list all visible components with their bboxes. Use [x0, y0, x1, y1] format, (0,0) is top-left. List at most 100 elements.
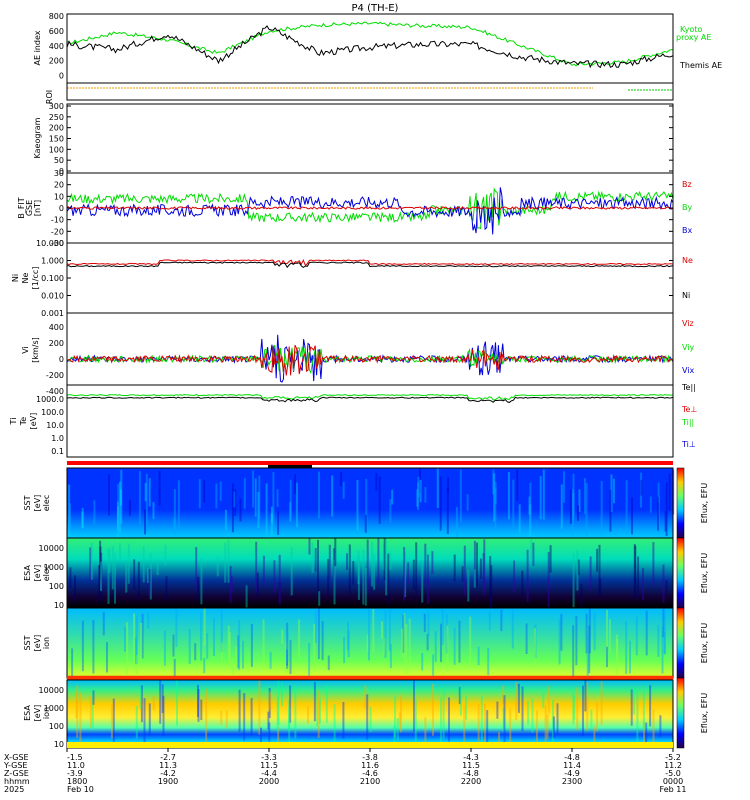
- esa-ion-spectrogram-streak: [366, 694, 369, 740]
- sst-elec-spectrogram-streak: [243, 478, 246, 509]
- esa-ion-spectrogram-streak: [586, 682, 589, 731]
- sst-ion-spectrogram-streak: [242, 640, 244, 669]
- sst-elec-spectrogram-streak: [625, 480, 628, 536]
- sst-elec-spectrogram-streak: [144, 483, 147, 502]
- esa-elec-spectrogram-streak: [290, 546, 293, 596]
- esa-elec-spectrogram-streak: [526, 549, 529, 602]
- esa-elec-spectrogram-streak: [89, 547, 92, 581]
- esa-ion-spectrogram-streak: [432, 683, 434, 736]
- time-axis-y: 11.4: [563, 761, 581, 770]
- esa-elec-spectrogram-streak: [598, 544, 601, 595]
- sst-elec-spectrogram-streak: [528, 496, 531, 515]
- esa-elec-spectrogram-streak: [473, 540, 476, 583]
- sst-ion-spectrogram-streak: [81, 620, 84, 672]
- bfield-tick: 0: [59, 204, 64, 213]
- bfield-tick: -20: [51, 227, 64, 236]
- esa_i-ylabel-2: [eV]: [33, 705, 42, 722]
- sst-elec-spectrogram-streak: [416, 489, 419, 507]
- time-axis-x: -1.5: [67, 753, 83, 762]
- esa-ion-spectrogram-streak: [316, 690, 319, 727]
- sst-elec-spectrogram-streak: [375, 473, 378, 491]
- esa-ion-spectrogram-streak: [503, 695, 506, 744]
- time-axis-z: -4.4: [261, 769, 277, 778]
- esa-elec-spectrogram-streak: [69, 567, 72, 589]
- time-axis-y: 11.5: [462, 761, 480, 770]
- esa-elec-spectrogram-streak: [197, 576, 200, 602]
- esa-elec-spectrogram-streak: [377, 538, 380, 584]
- esa-elec-spectrogram-streak: [383, 538, 386, 581]
- esa-ion-spectrogram-streak: [521, 686, 524, 732]
- esa-elec-spectrogram-streak: [111, 546, 114, 590]
- sst-ion-spectrogram-streak: [585, 613, 588, 654]
- sst-elec-spectrogram-streak: [664, 511, 667, 532]
- esa-ion-spectrogram-streak: [79, 692, 82, 745]
- sst-ion-spectrogram-streak: [289, 639, 292, 675]
- sst-ion-spectrogram-streak: [281, 629, 284, 644]
- time-axis-z: -3.9: [67, 769, 83, 778]
- time-axis-x: -4.3: [463, 753, 479, 762]
- esa-ion-spectrogram-streak: [547, 686, 550, 714]
- esa-ion-spectrogram-streak: [642, 691, 645, 731]
- sst-elec-spectrogram-streak: [417, 476, 420, 497]
- density-tick: 1.000: [41, 257, 64, 266]
- sst-elec-spectrogram-streak: [378, 476, 381, 524]
- esa-elec-spectrogram-streak: [547, 552, 550, 608]
- sst-ion-spectrogram-streak: [126, 622, 129, 676]
- sst-elec-spectrogram-streak: [609, 489, 612, 532]
- sst-elec-spectrogram-streak: [356, 480, 359, 531]
- time-row-label: Z-GSE: [4, 769, 29, 778]
- esa-elec-spectrogram-streak: [385, 539, 388, 596]
- esa-elec-spectrogram-streak: [371, 541, 374, 587]
- esa-ion-spectrogram-streak: [76, 685, 79, 739]
- sst-ion-spectrogram-streak: [384, 610, 387, 658]
- sst-elec-spectrogram-streak: [144, 509, 146, 535]
- sst-elec-spectrogram-streak: [507, 471, 510, 520]
- sst-ion-spectrogram-streak: [343, 636, 346, 664]
- time-row-label: hhmm: [4, 777, 30, 786]
- sst-elec-spectrogram-streak: [610, 474, 613, 513]
- sst-elec-spectrogram-streak: [542, 469, 545, 520]
- temperature-legend: Ti⊥: [681, 440, 696, 449]
- esa-ion-spectrogram-streak: [319, 697, 321, 724]
- esa-elec-spectrogram-streak: [532, 542, 535, 566]
- esa-ion-spectrogram-streak: [325, 684, 328, 723]
- sst-elec-spectrogram-streak: [68, 484, 71, 538]
- sst-elec-spectrogram-streak: [466, 494, 469, 511]
- sst-ion-spectrogram-streak: [487, 647, 490, 675]
- sst-elec-spectrogram-streak: [518, 504, 521, 533]
- esa-elec-spectrogram-streak: [165, 576, 168, 602]
- time-axis-y: 11.0: [67, 761, 85, 770]
- viz-line: [66, 344, 674, 376]
- esa-ion-spectrogram-streak: [502, 708, 505, 733]
- sst-ion-spectrogram-streak: [458, 620, 461, 663]
- esa-ion-spectrogram-streak: [596, 702, 599, 732]
- sst-ion-spectrogram-streak: [593, 612, 596, 651]
- sst-elec-spectrogram-streak: [612, 478, 615, 504]
- esa-ion-spectrogram-streak: [197, 689, 200, 722]
- bfield-tick: 30: [54, 169, 64, 178]
- sst-ion-spectrogram-streak: [231, 658, 234, 676]
- esa_e-ylabel-1: ESA: [23, 565, 32, 581]
- density-ylabel-2: Ne: [21, 272, 30, 283]
- esa-elec-spectrogram-streak: [572, 553, 575, 608]
- sst-elec-spectrogram-streak: [148, 478, 151, 507]
- esa-ion-spectrogram-streak: [576, 687, 579, 730]
- sst-elec-spectrogram-streak: [116, 501, 119, 538]
- esa-ion-spectrogram-streak: [159, 680, 162, 724]
- esa-elec-spectrogram-streak: [334, 538, 337, 567]
- esa-elec-spectrogram-streak: [74, 575, 76, 602]
- esa-ion-spectrogram-streak: [509, 707, 512, 743]
- esa-elec-spectrogram-streak: [665, 580, 668, 596]
- esa-elec-spectrogram-streak: [479, 558, 482, 579]
- sst-ion-spectrogram-streak: [106, 642, 108, 673]
- esa-ion-bottom-band: [67, 742, 673, 748]
- esa-elec-spectrogram-streak: [256, 572, 259, 598]
- colorbar-label: Eflux, EFU: [700, 693, 709, 734]
- sst-elec-spectrogram-streak: [234, 488, 237, 516]
- time-axis-x: -4.8: [564, 753, 580, 762]
- esa-elec-spectrogram-streak: [389, 551, 392, 570]
- esa-ion-spectrogram-streak: [260, 727, 262, 745]
- sst-elec-spectrogram-fill: [67, 468, 673, 538]
- sst-ion-spectrogram-streak: [441, 609, 444, 645]
- esa-ion-spectrogram-streak: [486, 710, 489, 745]
